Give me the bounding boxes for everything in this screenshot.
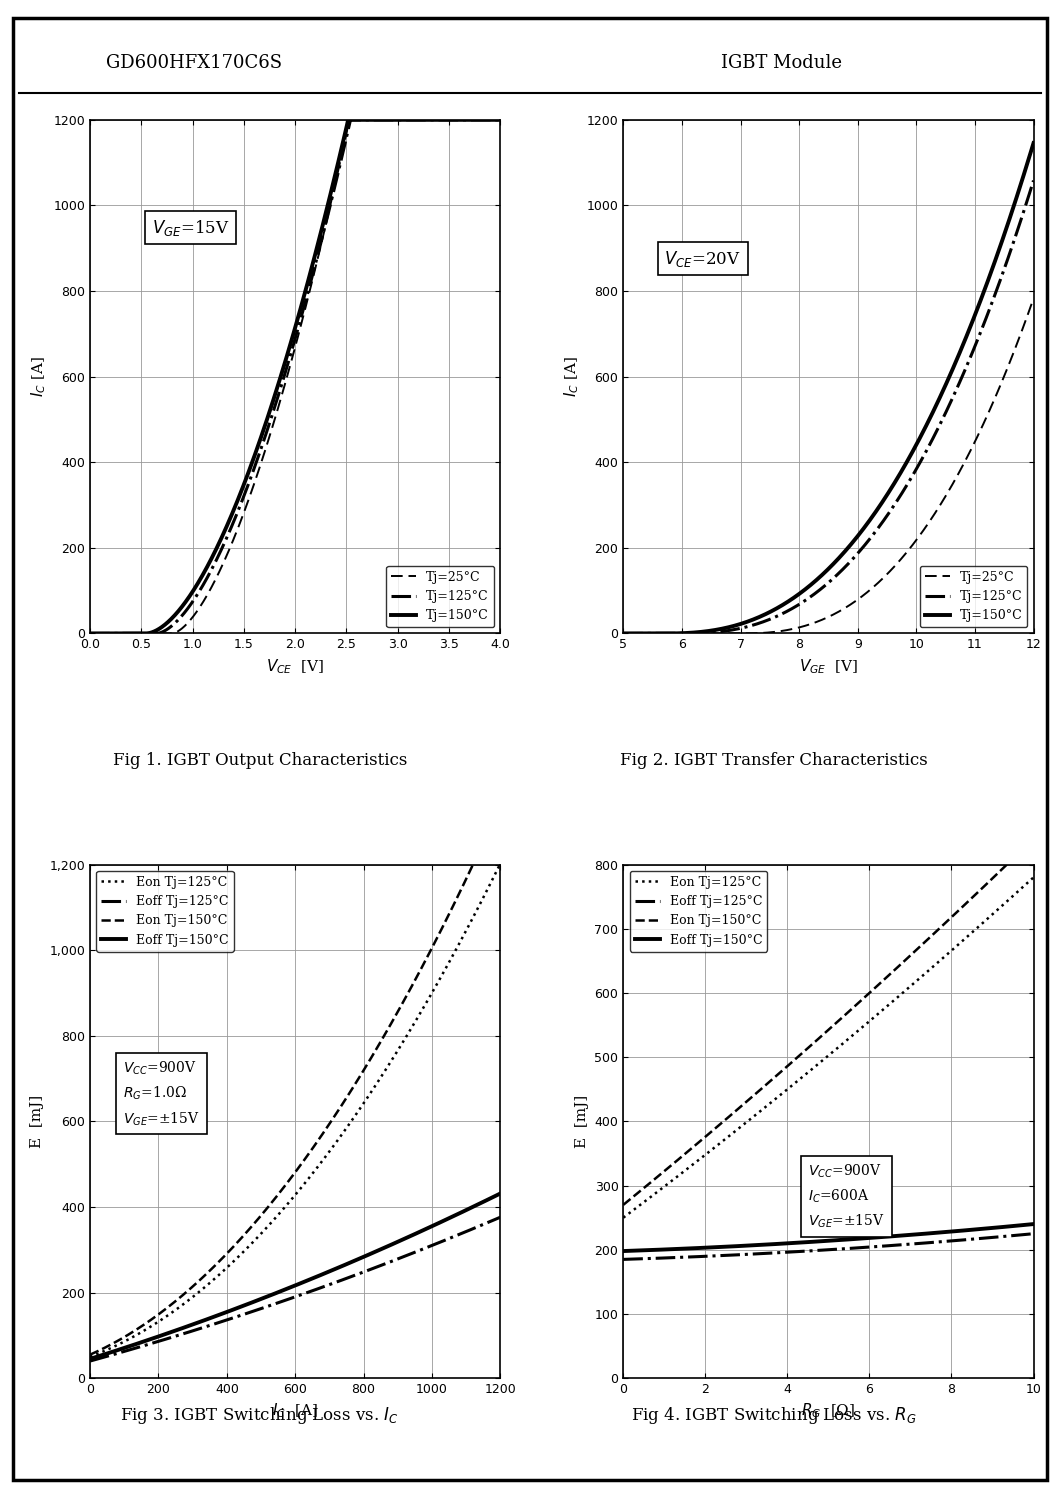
Eon Tj=150°C bbox=[437, 917, 449, 935]
Eoff Tj=150°C bbox=[812, 1233, 825, 1251]
Text: IGBT Module: IGBT Module bbox=[721, 54, 842, 72]
Eon Tj=125°C bbox=[617, 1209, 630, 1227]
Text: $V_{CC}$=900V
$R_G$=1.0Ω
$V_{GE}$=±15V: $V_{CC}$=900V $R_G$=1.0Ω $V_{GE}$=±15V bbox=[123, 1059, 199, 1128]
Eoff Tj=125°C bbox=[953, 1231, 966, 1249]
Eon Tj=150°C bbox=[953, 900, 966, 918]
Legend: Tj=25°C, Tj=125°C, Tj=150°C: Tj=25°C, Tj=125°C, Tj=150°C bbox=[386, 566, 494, 628]
Eon Tj=150°C bbox=[814, 1028, 827, 1046]
Eoff Tj=150°C bbox=[84, 1350, 96, 1368]
Text: $V_{GE}$=15V: $V_{GE}$=15V bbox=[152, 217, 229, 238]
Line: Eon Tj=150°C: Eon Tj=150°C bbox=[623, 839, 1034, 1204]
Y-axis label: $I_C$ [A]: $I_C$ [A] bbox=[29, 357, 48, 397]
Line: Eoff Tj=150°C: Eoff Tj=150°C bbox=[623, 1224, 1034, 1251]
Eoff Tj=125°C bbox=[838, 1240, 851, 1258]
Eon Tj=150°C bbox=[109, 1333, 122, 1351]
Eoff Tj=125°C bbox=[1018, 1225, 1030, 1243]
Eoff Tj=125°C bbox=[333, 1272, 346, 1290]
Eon Tj=150°C bbox=[838, 1005, 851, 1023]
Eoff Tj=125°C bbox=[437, 1231, 449, 1249]
Eon Tj=150°C bbox=[346, 1082, 358, 1100]
Text: Fig 1. IGBT Output Characteristics: Fig 1. IGBT Output Characteristics bbox=[112, 752, 407, 770]
Eon Tj=125°C bbox=[322, 1144, 335, 1162]
Eon Tj=150°C bbox=[494, 795, 507, 813]
Text: Fig 2. IGBT Transfer Characteristics: Fig 2. IGBT Transfer Characteristics bbox=[620, 752, 928, 770]
Eoff Tj=125°C bbox=[617, 1251, 630, 1269]
Eoff Tj=125°C bbox=[109, 1345, 122, 1363]
Eoff Tj=125°C bbox=[812, 1242, 825, 1260]
Text: Fig 4. IGBT Switching Loss vs. $R_G$: Fig 4. IGBT Switching Loss vs. $R_G$ bbox=[631, 1405, 917, 1426]
Legend: Eon Tj=125°C, Eoff Tj=125°C, Eon Tj=150°C, Eoff Tj=150°C: Eon Tj=125°C, Eoff Tj=125°C, Eon Tj=150°… bbox=[630, 870, 767, 951]
Eon Tj=125°C bbox=[953, 935, 966, 953]
Legend: Eon Tj=125°C, Eoff Tj=125°C, Eon Tj=150°C, Eoff Tj=150°C: Eon Tj=125°C, Eoff Tj=125°C, Eon Tj=150°… bbox=[96, 870, 234, 951]
Eon Tj=125°C bbox=[812, 1055, 825, 1073]
Legend: Tj=25°C, Tj=125°C, Tj=150°C: Tj=25°C, Tj=125°C, Tj=150°C bbox=[919, 566, 1027, 628]
Eon Tj=150°C bbox=[617, 1195, 630, 1213]
Eoff Tj=125°C bbox=[494, 1209, 507, 1227]
Eon Tj=125°C bbox=[109, 1338, 122, 1356]
Eoff Tj=150°C bbox=[838, 1231, 851, 1249]
Eon Tj=125°C bbox=[437, 963, 449, 981]
Eoff Tj=150°C bbox=[322, 1263, 335, 1281]
Eon Tj=150°C bbox=[1018, 839, 1030, 857]
Eon Tj=125°C bbox=[838, 1032, 851, 1050]
Eon Tj=125°C bbox=[346, 1112, 358, 1129]
Text: Fig 3. IGBT Switching Loss vs. $I_C$: Fig 3. IGBT Switching Loss vs. $I_C$ bbox=[120, 1405, 400, 1426]
Eon Tj=150°C bbox=[394, 996, 407, 1014]
Eoff Tj=125°C bbox=[814, 1242, 827, 1260]
Eoff Tj=125°C bbox=[84, 1353, 96, 1371]
Eoff Tj=150°C bbox=[861, 1228, 873, 1246]
Y-axis label: E  [mJ]: E [mJ] bbox=[30, 1095, 43, 1147]
Eon Tj=150°C bbox=[861, 986, 873, 1004]
X-axis label: $R_G$  [Ω]: $R_G$ [Ω] bbox=[801, 1402, 855, 1420]
Eoff Tj=125°C bbox=[322, 1276, 335, 1294]
Eoff Tj=125°C bbox=[1027, 1225, 1040, 1243]
Eoff Tj=150°C bbox=[1018, 1216, 1030, 1234]
Eoff Tj=150°C bbox=[394, 1231, 407, 1249]
Y-axis label: E  [mJ]: E [mJ] bbox=[575, 1095, 589, 1147]
Eoff Tj=150°C bbox=[346, 1254, 358, 1272]
Eoff Tj=150°C bbox=[953, 1222, 966, 1240]
Line: Eon Tj=125°C: Eon Tj=125°C bbox=[90, 864, 500, 1357]
Eoff Tj=150°C bbox=[437, 1212, 449, 1230]
Eon Tj=150°C bbox=[84, 1345, 96, 1363]
Line: Eoff Tj=125°C: Eoff Tj=125°C bbox=[90, 1218, 500, 1362]
X-axis label: $V_{CE}$  [V]: $V_{CE}$ [V] bbox=[266, 656, 324, 676]
Eoff Tj=150°C bbox=[1027, 1215, 1040, 1233]
Eoff Tj=125°C bbox=[346, 1267, 358, 1285]
Y-axis label: $I_C$ [A]: $I_C$ [A] bbox=[563, 357, 581, 397]
Eon Tj=125°C bbox=[84, 1348, 96, 1366]
Eon Tj=150°C bbox=[1027, 830, 1040, 848]
Text: $V_{CC}$=900V
$I_C$=600A
$V_{GE}$=±15V: $V_{CC}$=900V $I_C$=600A $V_{GE}$=±15V bbox=[808, 1162, 885, 1230]
Eon Tj=125°C bbox=[814, 1053, 827, 1071]
X-axis label: $I_C$  [A]: $I_C$ [A] bbox=[272, 1402, 318, 1420]
Eoff Tj=125°C bbox=[394, 1249, 407, 1267]
Line: Eon Tj=125°C: Eon Tj=125°C bbox=[623, 878, 1034, 1218]
Line: Eoff Tj=125°C: Eoff Tj=125°C bbox=[623, 1234, 1034, 1260]
Eon Tj=125°C bbox=[494, 855, 507, 873]
Line: Eon Tj=150°C: Eon Tj=150°C bbox=[90, 804, 500, 1354]
Eoff Tj=150°C bbox=[814, 1233, 827, 1251]
X-axis label: $V_{GE}$  [V]: $V_{GE}$ [V] bbox=[799, 656, 858, 676]
Eoff Tj=150°C bbox=[494, 1185, 507, 1203]
Text: $V_{CE}$=20V: $V_{CE}$=20V bbox=[665, 249, 741, 268]
Eoff Tj=150°C bbox=[109, 1342, 122, 1360]
Eon Tj=125°C bbox=[1027, 869, 1040, 887]
Eon Tj=125°C bbox=[861, 1014, 873, 1032]
Eon Tj=150°C bbox=[322, 1116, 335, 1134]
Eon Tj=125°C bbox=[333, 1129, 346, 1147]
Line: Eoff Tj=150°C: Eoff Tj=150°C bbox=[90, 1194, 500, 1359]
Eon Tj=150°C bbox=[333, 1100, 346, 1118]
Eon Tj=125°C bbox=[394, 1037, 407, 1055]
Eoff Tj=125°C bbox=[861, 1239, 873, 1257]
Eoff Tj=150°C bbox=[617, 1242, 630, 1260]
Eon Tj=125°C bbox=[1018, 878, 1030, 896]
Eon Tj=150°C bbox=[812, 1031, 825, 1049]
Text: GD600HFX170C6S: GD600HFX170C6S bbox=[106, 54, 282, 72]
Eoff Tj=150°C bbox=[333, 1258, 346, 1276]
